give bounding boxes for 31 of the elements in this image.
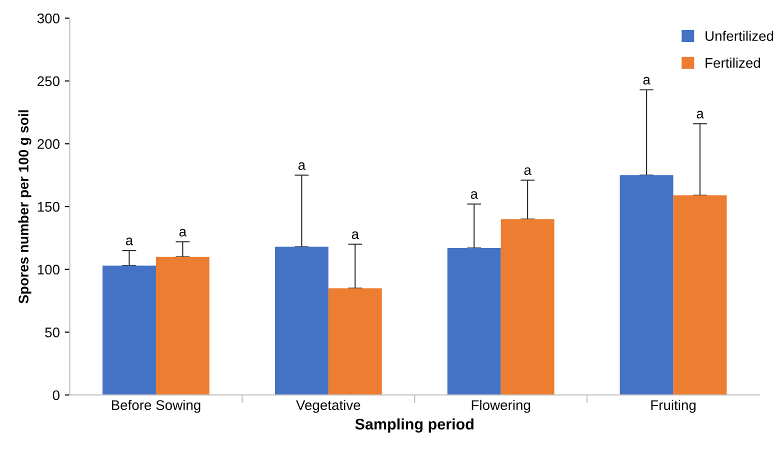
y-tick-label: 300 (37, 13, 60, 24)
y-tick-label: 200 (38, 139, 60, 149)
legend-label: Unfertilized (706, 30, 774, 41)
x-axis-title: Sampling period (355, 418, 474, 433)
bar (274, 246, 328, 395)
annotation: a (179, 228, 187, 236)
bar (620, 175, 674, 395)
bar (156, 256, 210, 395)
y-tick-label: 150 (38, 202, 60, 212)
y-tick-label: 100 (38, 264, 60, 275)
annotation: a (524, 167, 532, 175)
x-tick-label: Before Sowing (112, 400, 200, 413)
legend-label: Fertilized (706, 58, 760, 68)
y-tick-label: 250 (38, 76, 60, 86)
annotation: a (696, 110, 704, 118)
annotation: a (470, 191, 478, 199)
annotation: a (352, 231, 359, 239)
y-tick-label: 50 (45, 328, 60, 338)
annotation: a (298, 162, 306, 170)
bar (102, 266, 156, 395)
x-tick-label: Flowering (472, 400, 530, 413)
y-tick-label: 0 (52, 390, 60, 400)
bar (500, 219, 554, 395)
bar (328, 288, 382, 395)
x-tick-label: Fruiting (651, 400, 696, 413)
bar (673, 195, 727, 395)
annotation: a (126, 238, 134, 246)
y-axis-title: Spores number per 100 g soil (18, 110, 32, 304)
bar (447, 248, 501, 395)
x-tick-label: Vegetative (296, 400, 360, 413)
annotation: a (643, 76, 650, 84)
